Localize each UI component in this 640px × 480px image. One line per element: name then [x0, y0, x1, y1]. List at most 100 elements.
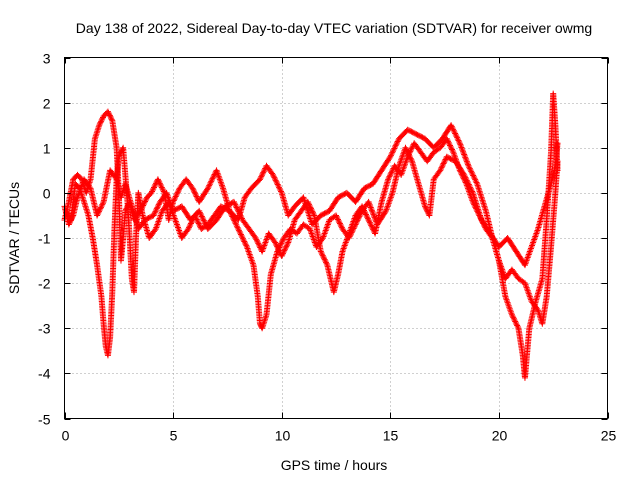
data-point	[405, 151, 412, 158]
data-point	[258, 173, 265, 180]
data-point	[448, 122, 455, 129]
data-point	[468, 169, 475, 176]
data-point	[193, 216, 200, 223]
data-point	[104, 108, 111, 115]
data-point	[243, 242, 250, 249]
data-point	[448, 123, 455, 130]
data-point	[200, 217, 207, 224]
data-point	[391, 144, 398, 151]
data-point	[228, 212, 235, 219]
data-point	[470, 200, 477, 207]
data-point	[69, 213, 76, 220]
data-point	[307, 204, 314, 211]
data-point	[366, 200, 373, 207]
tick-labels: 0 5 10 15 20 25 -5 -4 -3 -2 -1 0 1 2 3	[38, 51, 616, 444]
data-point	[98, 202, 105, 209]
data-point	[151, 183, 158, 190]
data-point	[231, 200, 238, 207]
data-point	[171, 196, 178, 203]
data-point	[407, 147, 414, 154]
data-point	[388, 150, 395, 157]
data-point	[241, 238, 248, 245]
data-point	[402, 144, 409, 151]
data-point	[226, 207, 233, 214]
data-point	[386, 173, 393, 180]
data-point	[206, 181, 213, 188]
data-point	[68, 216, 75, 223]
data-point	[239, 234, 246, 241]
data-point	[459, 172, 466, 179]
data-point	[278, 240, 285, 247]
data-point	[202, 220, 209, 227]
x-tick-label: 25	[601, 428, 617, 444]
data-point	[369, 208, 376, 215]
data-point	[232, 201, 239, 208]
data-point	[308, 205, 315, 212]
data-point	[151, 209, 158, 216]
data-point	[382, 209, 389, 216]
data-point	[192, 192, 199, 199]
data-point	[86, 184, 93, 191]
data-point	[480, 220, 487, 227]
data-point	[441, 157, 448, 164]
data-point	[321, 255, 328, 262]
data-point	[204, 186, 211, 193]
data-point	[235, 208, 242, 215]
data-point	[391, 145, 398, 152]
data-point	[236, 211, 243, 218]
data-point	[512, 318, 519, 325]
data-point	[234, 224, 241, 231]
series-track-c	[61, 135, 561, 327]
data-point	[238, 232, 245, 239]
data-point	[66, 220, 73, 227]
data-point	[157, 181, 164, 188]
data-point	[386, 155, 393, 162]
data-point	[387, 153, 394, 160]
data-point	[152, 208, 159, 215]
data-point	[466, 164, 473, 171]
data-point	[473, 205, 480, 212]
data-point	[456, 140, 463, 147]
data-point	[172, 193, 179, 200]
data-point	[310, 211, 317, 218]
data-point	[443, 135, 450, 142]
data-point	[173, 192, 180, 199]
data-point	[270, 171, 277, 178]
data-point	[150, 185, 157, 192]
data-point	[439, 161, 446, 168]
data-point	[440, 160, 447, 167]
data-point	[99, 115, 106, 122]
data-point	[200, 216, 207, 223]
data-point	[242, 241, 249, 248]
data-point	[323, 260, 330, 267]
data-point	[96, 122, 103, 129]
data-point	[308, 207, 315, 214]
axis-ticks	[64, 57, 609, 420]
data-point	[186, 223, 193, 230]
y-tick-label: 2	[43, 96, 51, 112]
data-point	[408, 145, 415, 152]
data-point	[97, 204, 104, 211]
data-point	[466, 165, 473, 172]
data-point	[467, 166, 474, 173]
data-point	[275, 246, 282, 253]
data-point	[274, 243, 281, 250]
data-point	[204, 185, 211, 192]
data-point	[366, 201, 373, 208]
data-point	[160, 187, 167, 194]
data-point	[448, 145, 455, 152]
data-point	[514, 322, 521, 329]
data-point	[392, 142, 399, 149]
data-point	[461, 152, 468, 159]
data-point	[201, 219, 208, 226]
data-point	[158, 184, 165, 191]
data-point	[196, 207, 203, 214]
data-point	[151, 227, 158, 234]
data-point	[238, 214, 245, 221]
data-point	[260, 169, 267, 176]
data-point	[274, 181, 281, 188]
data-point	[470, 172, 477, 179]
data-point	[272, 177, 279, 184]
data-point	[456, 167, 463, 174]
data-point	[465, 162, 472, 169]
